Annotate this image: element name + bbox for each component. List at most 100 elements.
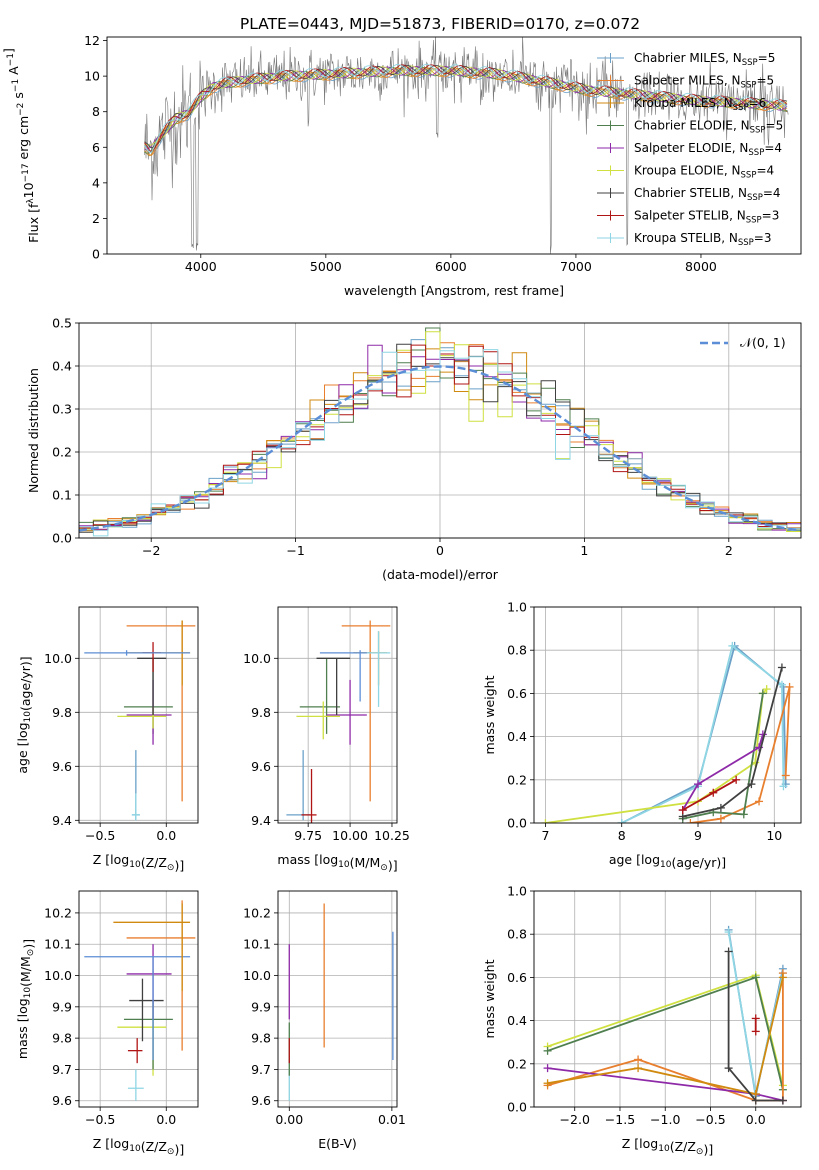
y-tick-label: 0.2 (507, 1056, 527, 1071)
mass-vs-Z-x-label-part: )] (174, 1142, 184, 1157)
y-tick-label: 9.8 (251, 705, 271, 720)
spectrum-model-line (144, 65, 788, 151)
y-tick-label: 0 (92, 247, 100, 262)
weight-vs-age-plot-area (541, 641, 794, 823)
legend-sub: SSP (746, 216, 762, 226)
legend-entry: Kroupa MILES, NSSP=6 (634, 96, 766, 113)
weight-vs-Z-x-label-part: (Z/Z (670, 1139, 696, 1154)
legend-eq: =3 (754, 231, 772, 245)
y-tick-label: 0.6 (507, 970, 527, 985)
x-tick-label: −0.5 (85, 1112, 115, 1127)
weight-line (682, 734, 764, 811)
y-tick-label: 10 (84, 69, 100, 84)
legend-label: Salpeter MILES, N (634, 74, 741, 88)
spectrum-y-label-part: A (6, 66, 21, 79)
legend-entry: Salpeter ELODIE, NSSP=4 (634, 141, 782, 158)
y-tick-label: 10.2 (44, 905, 72, 920)
mass-vs-Z-x-label: Z [log10(Z/Z⊙)] (93, 1136, 184, 1157)
legend-sub: SSP (733, 103, 749, 113)
residual-histogram-plot-area (79, 327, 801, 537)
weight-line (727, 951, 783, 1102)
x-tick-label: 8000 (685, 259, 717, 274)
mass-vs-Z-y-label-part: 10 (23, 987, 33, 999)
weight-vs-Z-x-label-part: 10 (658, 1144, 670, 1154)
x-tick-label: 7000 (560, 259, 592, 274)
y-tick-label: 9.9 (251, 999, 271, 1014)
age-vs-Z-x-label-part: )] (174, 858, 184, 873)
y-tick-label: 10.1 (44, 937, 72, 952)
x-tick-label: 6000 (435, 259, 467, 274)
y-tick-label: 2 (92, 211, 100, 226)
y-tick-label: 10.1 (243, 937, 271, 952)
y-tick-label: 10.0 (44, 651, 72, 666)
weight-vs-age-axes-frame (533, 606, 802, 824)
histogram-axes-frame (78, 322, 802, 539)
histogram-y-label: Normed distribution (26, 368, 41, 493)
age-vs-mass-x-label-part: 10 (338, 860, 350, 870)
spectrum-y-label-part: Flux [f (26, 203, 41, 243)
legend-sub: SSP (747, 193, 763, 203)
age-vs-mass-x-label-part: (M/M (350, 855, 381, 870)
legend-entry: Salpeter STELIB, NSSP=3 (634, 209, 779, 226)
spectrum-y-label-part: λ (26, 198, 36, 204)
legend-entry: Kroupa STELIB, NSSP=3 (634, 231, 772, 248)
legend-sub: SSP (741, 81, 757, 91)
weight-line (682, 667, 783, 818)
y-tick-label: 9.6 (251, 759, 271, 774)
mass-vs-ebv-x-label: E(B-V) (318, 1136, 357, 1151)
x-tick-label: −0.5 (85, 828, 115, 843)
age-vs-Z-x-label-part: ⊙ (167, 863, 175, 873)
legend-entry: Chabrier ELODIE, NSSP=5 (634, 119, 783, 136)
weight-vs-Z-plot-area (543, 925, 787, 1105)
spectrum-y-label-part: erg cm (16, 116, 31, 164)
spectrum-plot-area (144, 37, 789, 254)
x-tick-label: 0.0 (156, 1112, 176, 1127)
legend-entry: Chabrier STELIB, NSSP=4 (634, 186, 781, 203)
y-tick-label: 9.6 (52, 1093, 72, 1108)
spectrum-y-label-part: −1 (11, 79, 21, 92)
y-tick-label: 9.4 (52, 813, 72, 828)
age-vs-Z-y-label-part: age [log (15, 722, 30, 773)
age-vs-Z-plot-area (84, 620, 196, 821)
spectrum-y-label: Flux [fλ10−17 erg cm−2 s−1 A−1] (1, 48, 41, 243)
weight-vs-age-x-label-part: age [log (609, 852, 660, 867)
spectrum-axes-frame (106, 36, 802, 255)
mass-vs-ebv-plot-area (288, 903, 394, 1101)
mass-vs-Z-plot-area (84, 900, 196, 1101)
age-vs-mass-x-label-part: ⊙ (380, 863, 388, 873)
age-vs-mass-x-label-part: mass [log (277, 852, 338, 867)
legend-label: Salpeter STELIB, N (634, 209, 746, 223)
x-tick-label: 0.00 (275, 1112, 303, 1127)
legend-eq: =4 (764, 141, 782, 155)
spectrum-model-line (144, 66, 788, 154)
x-tick-label: −0.5 (695, 1112, 725, 1127)
mass-vs-Z-y-label-part: )] (21, 939, 36, 949)
spectrum-model-line (144, 63, 788, 154)
mass-vs-Z-axes-frame (78, 890, 199, 1108)
y-tick-label: 0.8 (507, 643, 527, 658)
legend-sub: SSP (742, 58, 758, 68)
age-vs-Z-y-label-part: (age/yr)] (18, 656, 33, 711)
spectrum-axes: 4000 5000 6000 7000 8000 0 2 4 6 8 10 12 wavelength … (1, 33, 802, 298)
x-tick-label: −1.5 (605, 1112, 635, 1127)
y-tick-label: 9.4 (251, 813, 271, 828)
legend-sub: SSP (741, 171, 757, 181)
x-tick-label: 10 (766, 828, 782, 843)
spectrum-y-label-part: ] (1, 48, 16, 53)
y-tick-label: 12 (84, 33, 100, 48)
legend-sub: SSP (738, 238, 754, 248)
residual-histogram-axes: −2 −1 0 1 2 0.0 0.1 0.2 0.3 0.4 0.5 (data-model)/er… (26, 316, 802, 582)
weight-vs-Z-axes: −2.0 −1.5 −1.0 −0.5 0.0 0.0 0.2 0.4 0.6 0.8 1.0 Z [… (482, 884, 802, 1157)
x-tick-label: 10.25 (374, 828, 410, 843)
spectrum-model-line (144, 64, 788, 152)
mass-vs-Z-x-label-part: (Z/Z (141, 1139, 167, 1154)
y-tick-label: 0.0 (52, 531, 72, 546)
weight-vs-Z-x-label-part: Z [log (622, 1136, 658, 1151)
spectrum-y-label-part: 10 (21, 182, 36, 198)
age-vs-Z-x-label-part: Z [log (93, 852, 129, 867)
x-tick-label: 0.01 (378, 1112, 406, 1127)
normal-curve (79, 365, 799, 532)
legend-sub: SSP (748, 148, 764, 158)
